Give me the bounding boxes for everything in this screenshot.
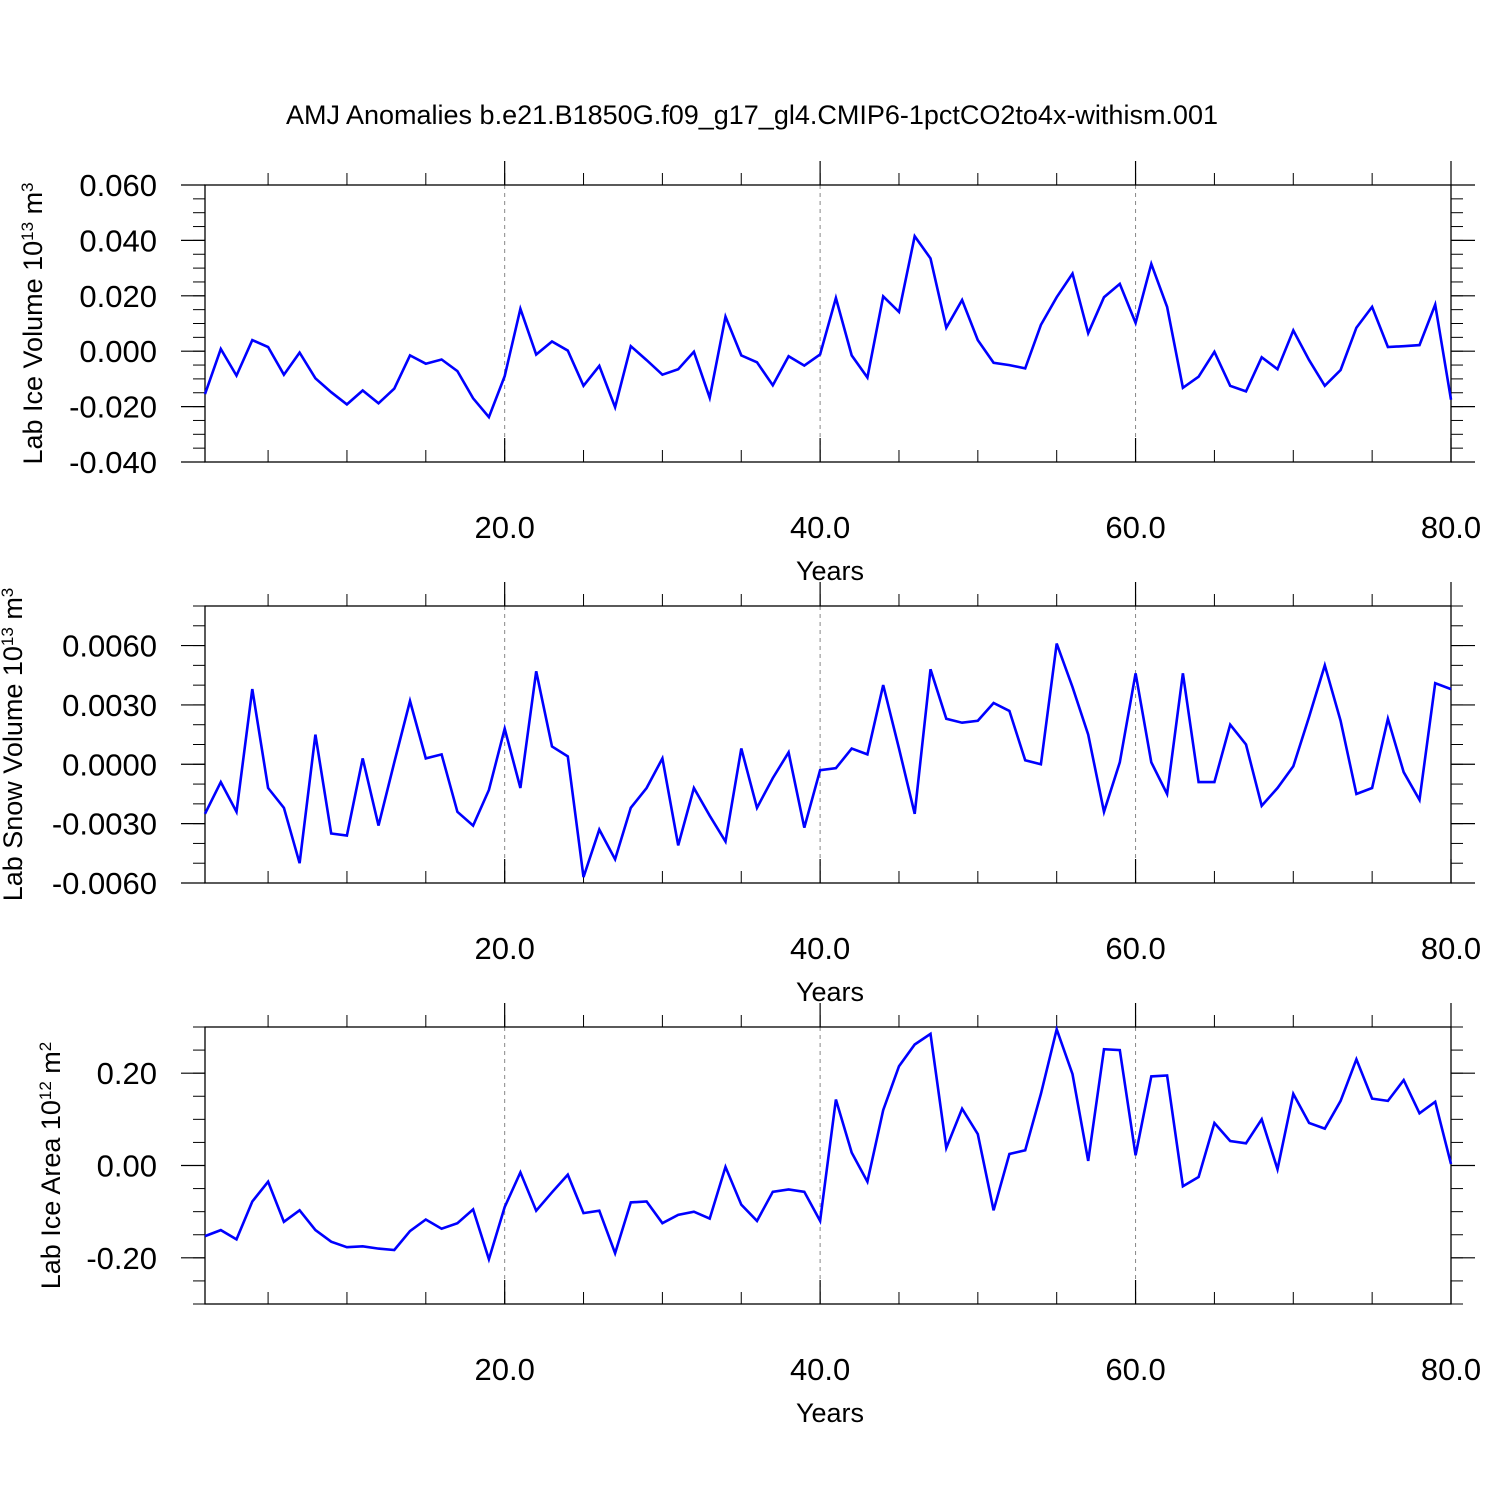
y-tick-label: 0.040 bbox=[79, 223, 157, 258]
y-tick-label: -0.020 bbox=[69, 390, 157, 425]
series-line bbox=[203, 233, 1453, 420]
y-tick-label: -0.20 bbox=[86, 1241, 157, 1276]
series-line bbox=[203, 643, 1452, 878]
y-label-exponent: 12 bbox=[36, 1081, 55, 1100]
panels: -0.040 -0.020 0.000 0.020 0.040 0.060 20.0 40.0… bbox=[0, 161, 1481, 1428]
x-tick-label: 20.0 bbox=[474, 510, 534, 545]
y-tick-label: 0.060 bbox=[79, 168, 157, 203]
x-tick-label: 60.0 bbox=[1105, 1352, 1165, 1387]
x-tick-label: 40.0 bbox=[790, 510, 850, 545]
y-tick-label: -0.0030 bbox=[52, 807, 157, 842]
x-tick-label: 60.0 bbox=[1105, 931, 1165, 966]
y-label-unit-exponent: 3 bbox=[0, 588, 17, 597]
x-axis-label: Years bbox=[796, 1398, 864, 1428]
panel-1: -0.040 -0.020 0.000 0.020 0.040 0.060 20.0 40.0… bbox=[18, 161, 1481, 586]
y-label-unit: m bbox=[0, 597, 28, 627]
figure-title: AMJ Anomalies b.e21.B1850G.f09_g17_gl4.C… bbox=[286, 100, 1218, 130]
y-label-unit: m bbox=[18, 192, 48, 222]
series-line bbox=[204, 1024, 1453, 1264]
y-axis-label: Lab Ice Area 1012 m2 bbox=[36, 1042, 67, 1290]
y-label-text: Lab Ice Volume 10 bbox=[18, 241, 48, 465]
y-tick-label: 0.020 bbox=[79, 279, 157, 314]
y-label-text: Lab Ice Area 10 bbox=[36, 1100, 66, 1289]
panel-2: -0.0060 -0.0030 0.0000 0.0030 0.0060 20.0 40.0… bbox=[0, 582, 1481, 1007]
y-label-unit: m bbox=[36, 1051, 66, 1081]
y-label-text: Lab Snow Volume 10 bbox=[0, 646, 28, 901]
y-tick-label: 0.0060 bbox=[62, 629, 157, 664]
y-tick-label: -0.040 bbox=[69, 445, 157, 480]
x-tick-label: 60.0 bbox=[1105, 510, 1165, 545]
panel-3: -0.20 0.00 0.20 20.0 40.0 60.0 80.0 Years Lab Ic… bbox=[36, 1003, 1481, 1428]
x-tick-label: 80.0 bbox=[1421, 931, 1481, 966]
y-axis-label: Lab Ice Volume 1013 m3 bbox=[18, 182, 49, 464]
x-tick-label: 20.0 bbox=[474, 931, 534, 966]
y-tick-label: 0.0030 bbox=[62, 688, 157, 723]
y-label-exponent: 13 bbox=[0, 627, 17, 646]
y-tick-label: 0.00 bbox=[97, 1149, 157, 1184]
y-label-unit-exponent: 3 bbox=[18, 182, 37, 191]
x-axis-label: Years bbox=[796, 977, 864, 1007]
y-label-unit-exponent: 2 bbox=[36, 1042, 55, 1051]
y-tick-label: 0.0000 bbox=[62, 747, 157, 782]
x-tick-label: 80.0 bbox=[1421, 510, 1481, 545]
x-axis-label: Years bbox=[796, 556, 864, 586]
y-axis-label: Lab Snow Volume 1013 m3 bbox=[0, 588, 28, 902]
y-tick-label: 0.20 bbox=[97, 1056, 157, 1091]
y-label-exponent: 13 bbox=[18, 222, 37, 241]
y-tick-label: -0.0060 bbox=[52, 866, 157, 901]
y-tick-label: 0.000 bbox=[79, 334, 157, 369]
x-tick-label: 40.0 bbox=[790, 931, 850, 966]
x-tick-label: 40.0 bbox=[790, 1352, 850, 1387]
x-tick-label: 20.0 bbox=[474, 1352, 534, 1387]
x-tick-label: 80.0 bbox=[1421, 1352, 1481, 1387]
